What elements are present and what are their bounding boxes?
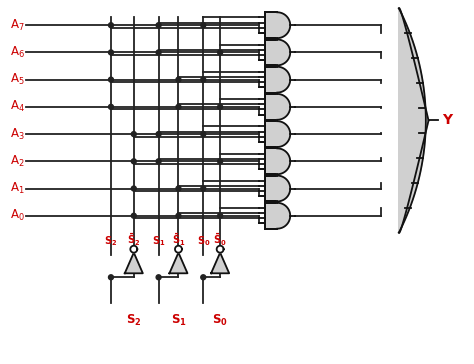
- Text: $\mathbf{S_1}$: $\mathbf{S_1}$: [171, 313, 186, 328]
- Text: $\mathrm{A}_{5}$: $\mathrm{A}_{5}$: [10, 72, 24, 87]
- Polygon shape: [277, 40, 290, 65]
- Polygon shape: [277, 121, 290, 147]
- Text: $\mathbf{S_0}$: $\mathbf{S_0}$: [212, 313, 228, 328]
- Polygon shape: [277, 203, 290, 229]
- Text: $\mathbf{\bar{S}_2}$: $\mathbf{\bar{S}_2}$: [127, 232, 140, 249]
- Polygon shape: [175, 246, 182, 253]
- Polygon shape: [109, 275, 113, 280]
- Polygon shape: [176, 213, 181, 218]
- Text: $\mathbf{S_0}$: $\mathbf{S_0}$: [197, 235, 210, 249]
- Polygon shape: [109, 77, 113, 82]
- Text: $\mathbf{Y}$: $\mathbf{Y}$: [442, 114, 455, 127]
- Polygon shape: [131, 213, 136, 218]
- Text: $\mathbf{S_2}$: $\mathbf{S_2}$: [104, 235, 118, 249]
- Polygon shape: [265, 175, 277, 201]
- Polygon shape: [201, 186, 206, 191]
- Polygon shape: [277, 175, 290, 201]
- Polygon shape: [176, 104, 181, 109]
- Text: $\mathrm{A}_{1}$: $\mathrm{A}_{1}$: [10, 181, 24, 196]
- Polygon shape: [265, 12, 277, 38]
- Polygon shape: [109, 23, 113, 28]
- Polygon shape: [218, 213, 223, 218]
- Polygon shape: [130, 246, 137, 253]
- Polygon shape: [201, 132, 206, 136]
- Polygon shape: [201, 23, 206, 28]
- Polygon shape: [265, 149, 277, 174]
- Polygon shape: [109, 104, 113, 109]
- Polygon shape: [156, 275, 161, 280]
- Polygon shape: [125, 253, 143, 273]
- Polygon shape: [201, 77, 206, 82]
- Text: $\mathrm{A}_{7}$: $\mathrm{A}_{7}$: [10, 18, 24, 33]
- Polygon shape: [176, 186, 181, 191]
- Polygon shape: [277, 94, 290, 120]
- Text: $\mathbf{\bar{S}_1}$: $\mathbf{\bar{S}_1}$: [172, 232, 185, 249]
- Text: $\mathrm{A}_{6}$: $\mathrm{A}_{6}$: [10, 45, 25, 60]
- Polygon shape: [265, 67, 277, 92]
- Polygon shape: [176, 77, 181, 82]
- Polygon shape: [109, 50, 113, 55]
- Polygon shape: [265, 94, 277, 120]
- Text: $\mathrm{A}_{2}$: $\mathrm{A}_{2}$: [10, 154, 24, 169]
- Polygon shape: [211, 253, 229, 273]
- Polygon shape: [277, 67, 290, 92]
- Polygon shape: [218, 50, 223, 55]
- Polygon shape: [156, 159, 161, 164]
- Polygon shape: [156, 23, 161, 28]
- Polygon shape: [265, 121, 277, 147]
- Polygon shape: [131, 159, 136, 164]
- Polygon shape: [218, 159, 223, 164]
- Polygon shape: [156, 50, 161, 55]
- Text: $\mathbf{S_2}$: $\mathbf{S_2}$: [126, 313, 142, 328]
- Polygon shape: [277, 12, 290, 38]
- Polygon shape: [156, 132, 161, 136]
- Polygon shape: [131, 186, 136, 191]
- Polygon shape: [265, 203, 277, 229]
- Polygon shape: [218, 104, 223, 109]
- Text: $\mathbf{S_1}$: $\mathbf{S_1}$: [152, 235, 165, 249]
- Polygon shape: [277, 149, 290, 174]
- Text: $\mathrm{A}_{3}$: $\mathrm{A}_{3}$: [10, 127, 25, 142]
- Polygon shape: [169, 253, 188, 273]
- Polygon shape: [131, 132, 136, 136]
- Polygon shape: [265, 40, 277, 65]
- Text: $\mathrm{A}_{0}$: $\mathrm{A}_{0}$: [10, 208, 25, 223]
- Polygon shape: [217, 246, 224, 253]
- Text: $\mathbf{\bar{S}_0}$: $\mathbf{\bar{S}_0}$: [213, 232, 227, 249]
- Text: $\mathrm{A}_{4}$: $\mathrm{A}_{4}$: [10, 99, 25, 114]
- Polygon shape: [399, 8, 428, 233]
- Polygon shape: [201, 275, 206, 280]
